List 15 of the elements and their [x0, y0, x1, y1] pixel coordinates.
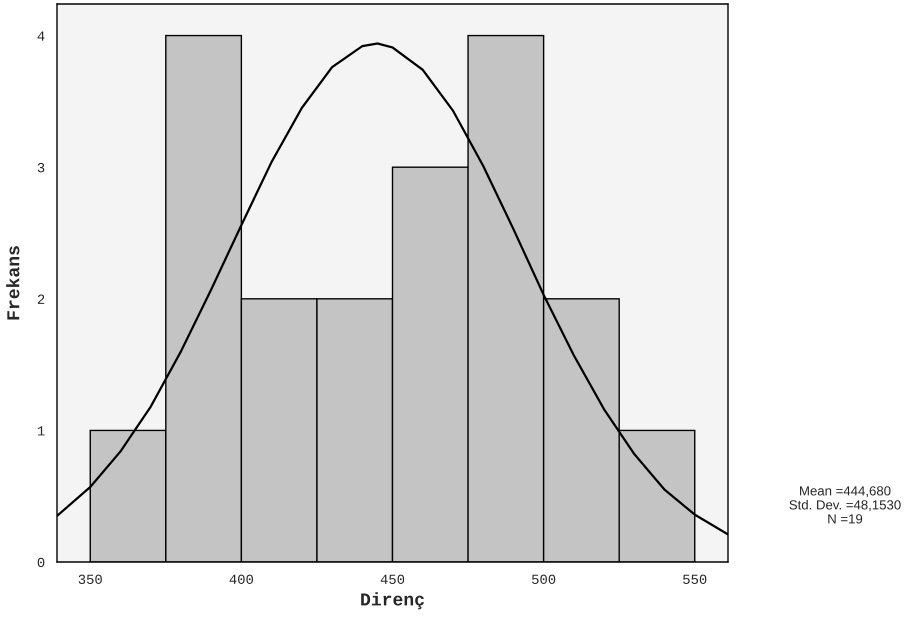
y-axis-title: Frekans	[6, 246, 20, 320]
text: Mean =444,680	[800, 486, 891, 498]
y-tick-label: 0	[38, 558, 44, 568]
y-tick-label: 1	[38, 426, 45, 436]
x-tick-label: 450	[380, 574, 404, 584]
y-tick-label: 2	[38, 294, 44, 304]
x-axis-title: Direnç	[361, 592, 424, 610]
x-tick-label: 400	[230, 574, 254, 584]
text: N =19	[828, 514, 862, 524]
text: Std. Dev. =48,1530	[789, 500, 901, 512]
y-tick-label: 4	[38, 31, 44, 41]
x-tick-label: 500	[532, 574, 556, 584]
y-tick-label: 3	[38, 162, 44, 172]
x-tick-label: 550	[683, 574, 706, 584]
x-tick-label: 350	[78, 574, 102, 584]
